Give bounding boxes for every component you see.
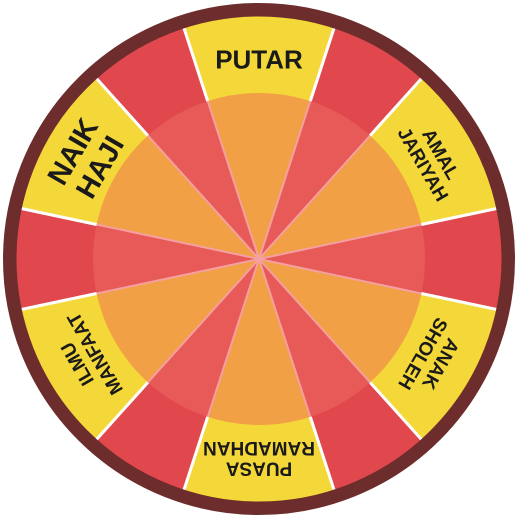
wheel-core-segment [96,259,259,383]
segment-label: PUTAR [215,44,303,74]
segment-divider-inner [258,258,422,295]
wheel-core-segment [259,135,422,259]
wheel-core-segment [96,135,259,259]
segment-divider-inner [258,258,371,384]
segment-divider-outer [95,381,150,441]
wheel-core-gap [259,259,371,417]
wheel-core-segment [207,92,311,259]
wheel-core-gap [147,259,259,417]
segment-divider-inner [96,258,260,295]
segment-divider-outer [182,416,210,491]
segment-label: PUASARAMADHAN [203,437,315,479]
segment-label-line: PUTAR [215,44,303,74]
wheel-core-gap [93,224,260,294]
segment-divider-outer [20,207,97,226]
segment-dividers [15,15,503,503]
wheel-rim-edge [15,15,503,503]
inner-segments [93,92,425,426]
segment-divider-inner [258,223,422,260]
segment-label-line: PUASA [225,457,292,478]
wheel-core-segment [207,259,311,426]
segment-divider-outer [308,27,336,102]
segment-divider-outer [368,381,423,441]
segment-divider-inner [206,100,260,260]
segment-divider-inner [258,258,312,418]
wheel-core-gap [259,101,371,260]
segment-divider-inner [147,134,260,260]
segment-label: NAIKHAJI [42,113,132,206]
segment-divider-inner [96,223,260,260]
segment-divider-inner [206,258,260,418]
wheel-core-gap [147,101,259,260]
segment-divider-outer [95,77,150,137]
segment-divider-inner [147,258,260,384]
segment-divider-inner [258,134,371,260]
wheel-core-gap [259,224,425,294]
segment-divider-outer [182,27,210,102]
wheel-core-segment [259,259,422,383]
segment-divider-outer [20,292,97,311]
segment-divider-outer [308,416,336,491]
segment-label-line: RAMADHAN [203,437,315,458]
segment-divider-outer [421,207,498,226]
segment-divider-outer [368,77,423,137]
segment-divider-inner [258,100,312,260]
segment-divider-outer [421,292,498,311]
